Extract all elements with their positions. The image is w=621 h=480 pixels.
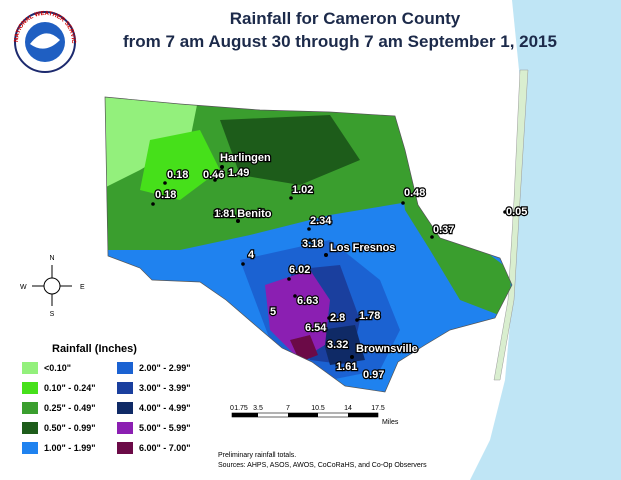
observation-label: 0.18 — [155, 189, 176, 201]
observation-label: 0.18 — [167, 169, 188, 181]
city-label: Los Fresnos — [330, 242, 395, 254]
legend-label: 0.25" - 0.49" — [44, 403, 96, 413]
title-line: from 7 am August 30 through 7 am Septemb… — [123, 32, 557, 51]
observation-label: 0.48 — [404, 187, 425, 199]
legend-label: 0.10" - 0.24" — [44, 383, 96, 393]
compass-label: S — [50, 311, 55, 318]
compass-label: N — [49, 255, 54, 262]
scale-tick-label: 7 — [286, 405, 290, 412]
observation-label: 2.34 — [310, 215, 332, 227]
legend-label: 4.00" - 4.99" — [139, 403, 191, 413]
legend-label: 6.00" - 7.00" — [139, 443, 191, 453]
city-label: Harlingen — [220, 152, 271, 164]
observation-dot — [430, 235, 434, 239]
compass: N S E W — [20, 255, 85, 318]
barrier-island — [493, 69, 529, 381]
scale-tick-label: 10.5 — [311, 405, 325, 412]
observation-label: 0.05 — [506, 206, 527, 218]
city-dot — [236, 219, 240, 223]
legend-title: Rainfall (Inches) — [52, 343, 137, 355]
legend-swatch — [117, 402, 133, 414]
legend-label: 1.00" - 1.99" — [44, 443, 96, 453]
scale-bar: Miles 0 1.75 3.5 7 10.5 14 17.5 — [230, 405, 399, 426]
scale-tick-label: 17.5 — [371, 405, 385, 412]
note: Sources: AHPS, ASOS, AWOS, CoCoRaHS, and… — [218, 462, 427, 469]
city-dot — [350, 355, 354, 359]
observation-dot — [327, 316, 331, 320]
legend-swatch — [117, 382, 133, 394]
legend-label: <0.10" — [44, 363, 71, 373]
legend-swatch — [117, 362, 133, 374]
observation-label: 3.32 — [327, 339, 348, 351]
legend-label: 3.00" - 3.99" — [139, 383, 191, 393]
city-dot — [324, 253, 328, 257]
observation-label: 0.37 — [433, 224, 454, 236]
title-line: Rainfall for Cameron County — [230, 9, 461, 28]
observation-label: 2.8 — [330, 312, 345, 324]
legend-swatch — [22, 442, 38, 454]
legend-swatch — [22, 382, 38, 394]
observation-label: 1.49 — [228, 167, 249, 179]
observation-label: 0.97 — [363, 369, 384, 381]
scale-tick-label: 0 — [230, 405, 234, 412]
legend-swatch — [22, 362, 38, 374]
observation-label: 4 — [248, 249, 255, 261]
observation-label: 3.18 — [302, 238, 323, 250]
scale-tick-label: 1.75 — [234, 405, 248, 412]
observation-label: 1.78 — [359, 310, 380, 322]
observation-dot — [308, 238, 312, 242]
observation-dot — [163, 181, 167, 185]
observation-label: 0.46 — [203, 169, 224, 181]
city-label: Brownsville — [356, 343, 418, 355]
scale-tick-label: 3.5 — [253, 405, 263, 412]
legend-swatch — [22, 422, 38, 434]
map-labels: Harlingen San Benito Los Fresnos Brownsvill… — [151, 151, 529, 382]
observation-dot — [307, 227, 311, 231]
city-dot — [220, 165, 224, 169]
observation-dot — [213, 178, 217, 182]
observation-label: 6.54 — [305, 322, 327, 334]
observation-label: 1.81 — [214, 208, 235, 220]
scale-unit: Miles — [382, 419, 399, 426]
observation-dot — [401, 201, 405, 205]
scale-tick-label: 14 — [344, 405, 352, 412]
observation-dot — [287, 277, 291, 281]
city-label: San Benito — [214, 208, 272, 220]
legend-label: 2.00" - 2.99" — [139, 363, 191, 373]
legend-swatch — [117, 422, 133, 434]
logo: NATIONAL WEATHER SERVICE — [0, 0, 76, 73]
observation-label: 1.61 — [336, 361, 357, 373]
observation-dot — [151, 202, 155, 206]
legend-label: 0.50" - 0.99" — [44, 423, 96, 433]
observation-dot — [289, 196, 293, 200]
observation-label: 5 — [270, 306, 276, 318]
observation-label: 1.02 — [292, 184, 313, 196]
compass-label: E — [80, 284, 85, 291]
legend: <0.10" 0.10" - 0.24" 0.25" - 0.49" 0.50" - … — [22, 362, 191, 454]
observation-dot — [241, 262, 245, 266]
observation-label: 6.02 — [289, 264, 310, 276]
legend-swatch — [117, 442, 133, 454]
observation-dot — [355, 318, 359, 322]
gulf — [470, 0, 621, 480]
county-border — [104, 96, 513, 393]
note: Preliminary rainfall totals. — [218, 452, 296, 459]
observation-dot — [293, 294, 297, 298]
observation-dot — [216, 170, 220, 174]
compass-label: W — [20, 284, 27, 291]
legend-label: 5.00" - 5.99" — [139, 423, 191, 433]
legend-swatch — [22, 402, 38, 414]
observation-dot — [503, 210, 507, 214]
observation-label: 6.63 — [297, 295, 318, 307]
